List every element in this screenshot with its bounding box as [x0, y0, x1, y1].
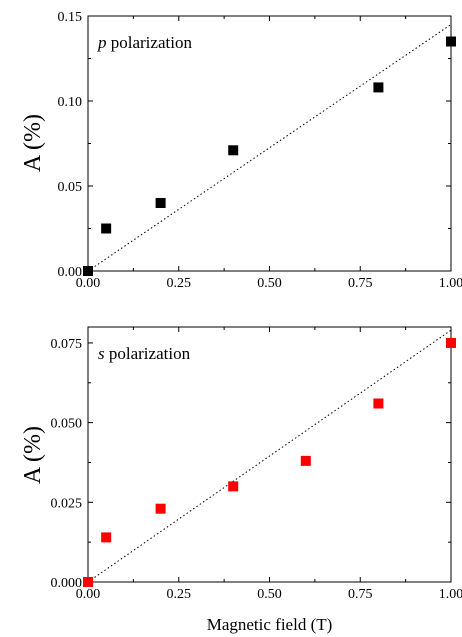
annotation-text: polarization	[105, 344, 191, 363]
y-axis-title: A (%)	[20, 426, 46, 484]
x-tick-label: 1.00	[439, 276, 462, 291]
data-point	[373, 398, 384, 409]
x-tick-label: 1.00	[439, 587, 462, 602]
data-point	[373, 82, 384, 93]
plot-frame	[87, 326, 452, 583]
data-point	[300, 455, 311, 466]
x-tick-label: 0.75	[348, 276, 373, 291]
y-tick-label: 0.10	[58, 95, 83, 110]
annotation-italic: s	[98, 344, 105, 363]
data-point	[155, 503, 166, 514]
x-tick-label: 0.50	[257, 587, 282, 602]
data-point	[228, 145, 239, 156]
data-point	[228, 481, 239, 492]
y-tick-label: 0.00	[58, 265, 83, 280]
x-tick-label: 0.75	[348, 587, 373, 602]
x-tick-label: 0.50	[257, 276, 282, 291]
data-point	[83, 577, 93, 587]
annotation-italic: p	[97, 33, 107, 52]
data-point	[446, 36, 456, 47]
data-point	[83, 266, 93, 276]
x-tick-label: 0.25	[167, 276, 192, 291]
x-axis-title: Magnetic field (T)	[207, 615, 333, 634]
data-point	[101, 223, 112, 234]
data-point	[446, 337, 456, 348]
plot-frame	[87, 15, 452, 272]
data-point	[155, 198, 166, 208]
y-tick-label: 0.075	[51, 337, 83, 352]
x-tick-label: 0.00	[76, 276, 101, 291]
fit-line	[87, 329, 452, 583]
y-tick-label: 0.000	[51, 576, 83, 591]
annotation-text: polarization	[107, 33, 193, 52]
data-point	[101, 532, 112, 543]
panel-annotation: s polarization	[98, 344, 191, 363]
y-axis-title: A (%)	[20, 114, 46, 172]
fit-line	[87, 24, 452, 272]
y-tick-label: 0.15	[58, 10, 83, 25]
panel-annotation: p polarization	[97, 33, 192, 52]
panel-1: 0.00 0.25 0.50 0.75 1.00 0.00 0.05 0.10 0.15 p po…	[20, 10, 462, 291]
panel-2: 0.00 0.25 0.50 0.75 1.00 0.000 0.025 0.050 0.075…	[20, 326, 462, 634]
x-tick-label: 0.00	[76, 587, 101, 602]
y-tick-label: 0.05	[58, 180, 83, 195]
y-tick-label: 0.050	[51, 417, 83, 432]
y-tick-label: 0.025	[51, 496, 83, 511]
x-tick-label: 0.25	[167, 587, 192, 602]
